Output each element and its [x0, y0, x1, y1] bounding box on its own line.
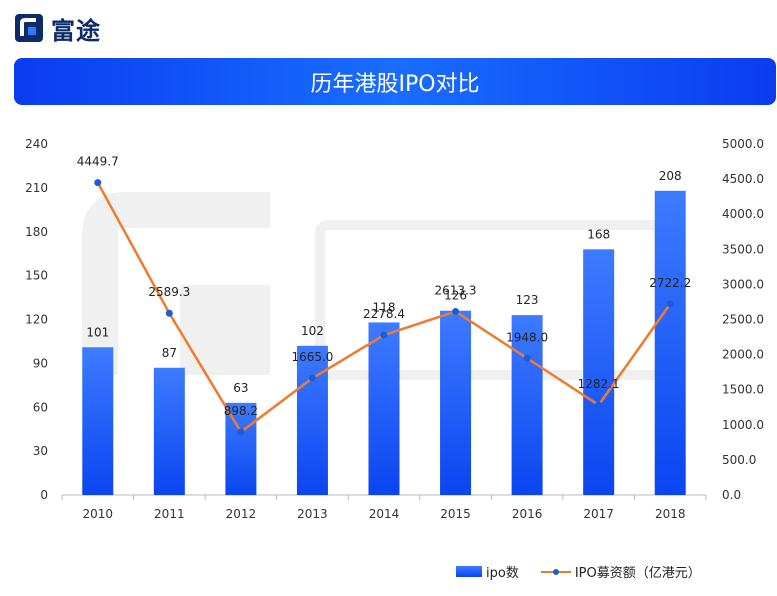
y-left-tick-label: 150	[25, 269, 48, 283]
data-labels: 101 87 63 102 118 126 123 168 208 4449.7 2589.3 898…	[77, 155, 691, 418]
bar-value-label: 87	[162, 346, 177, 360]
line-point	[94, 179, 102, 187]
legend-line-swatch	[540, 566, 571, 577]
line-series	[94, 179, 674, 436]
title-banner: 历年港股IPO对比	[14, 58, 776, 105]
legend-bar-label: ipo数	[486, 566, 519, 581]
y-left-tick-label: 0	[40, 488, 48, 502]
y-right-tick-label: 3500.0	[722, 242, 764, 256]
bar-value-label: 126	[444, 289, 467, 303]
legend-line-label: IPO募资额（亿港元）	[574, 566, 701, 581]
x-tick-label: 2014	[369, 507, 400, 521]
brand-logo: 富途	[14, 12, 101, 45]
line-point	[523, 354, 531, 362]
x-tick-label: 2018	[655, 507, 686, 521]
line-point	[308, 374, 316, 382]
watermark-square	[180, 285, 270, 375]
line-value-label: 1948.0	[506, 330, 548, 344]
x-tick-label: 2015	[440, 507, 471, 521]
bar	[440, 310, 472, 495]
y-right-tick-label: 1000.0	[722, 418, 764, 432]
y-right-tick-label: 2000.0	[722, 348, 764, 362]
watermark-mark	[82, 192, 270, 375]
bar-series	[82, 190, 686, 496]
bar-value-label: 118	[373, 300, 396, 314]
y-left-tick-label: 180	[25, 225, 48, 239]
legend: ipo数 IPO募资额（亿港元）	[456, 562, 701, 581]
line-point	[595, 401, 603, 409]
line-point	[237, 428, 245, 436]
bar-value-label: 208	[659, 169, 682, 183]
brand-name: 富途	[51, 16, 101, 45]
line-point	[666, 300, 674, 308]
bar	[82, 347, 114, 495]
chart-title: 历年港股IPO对比	[310, 71, 480, 97]
y-right-tick-label: 500.0	[722, 453, 756, 467]
line-point	[452, 308, 460, 316]
bar	[654, 190, 686, 496]
x-tick-label: 2017	[583, 507, 614, 521]
bar	[511, 315, 543, 495]
y-right-tick-label: 4000.0	[722, 207, 764, 221]
line-value-label: 2722.2	[649, 276, 691, 290]
x-tick-label: 2016	[512, 507, 543, 521]
y-right-tick-label: 5000.0	[722, 137, 764, 151]
line-value-label: 4449.7	[77, 155, 119, 169]
line-point	[380, 331, 388, 339]
bar	[225, 402, 257, 495]
y-left-tick-label: 90	[33, 356, 48, 370]
x-tick-label: 2013	[297, 507, 328, 521]
legend-bar-swatch	[456, 566, 482, 577]
bar	[296, 345, 328, 495]
bar-value-label: 123	[516, 293, 539, 307]
y-left-tick-label: 210	[25, 181, 48, 195]
futu-logo-icon	[15, 14, 43, 42]
line-value-label: 898.2	[224, 404, 258, 418]
x-tick-label: 2011	[154, 507, 185, 521]
bar-value-label: 101	[86, 325, 109, 339]
x-tick-label: 2010	[83, 507, 114, 521]
bar	[368, 322, 400, 495]
line-point	[165, 309, 173, 317]
y-right-tick-label: 1500.0	[722, 383, 764, 397]
line-value-label: 1665.0	[291, 350, 333, 364]
y-right-tick-label: 0.0	[722, 488, 741, 502]
bar	[583, 249, 615, 495]
line-value-label: 1282.1	[578, 377, 620, 391]
bar-value-label: 168	[587, 227, 610, 241]
x-tick-label: 2012	[226, 507, 257, 521]
y-left-tick-label: 240	[25, 137, 48, 151]
bar	[153, 367, 185, 495]
y-left-tick-label: 30	[33, 444, 48, 458]
y-right-tick-label: 2500.0	[722, 313, 764, 327]
line-value-label: 2589.3	[148, 285, 190, 299]
bar-value-label: 102	[301, 324, 324, 338]
bar-value-label: 63	[233, 381, 248, 395]
y-left-tick-label: 120	[25, 313, 48, 327]
line-value-label: 2613.3	[435, 284, 477, 298]
y-right-tick-label: 4500.0	[722, 172, 764, 186]
y-left-tick-label: 60	[33, 400, 48, 414]
line-value-label: 2278.4	[363, 307, 405, 321]
y-right-tick-label: 3000.0	[722, 277, 764, 291]
